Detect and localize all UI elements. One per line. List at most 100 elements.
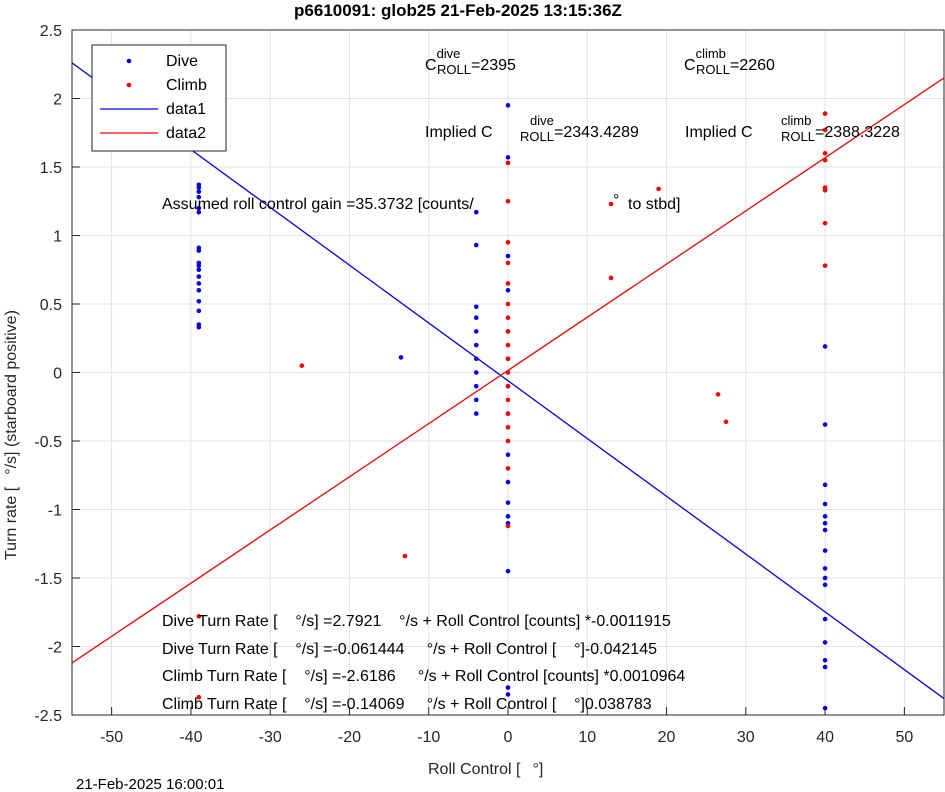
scatter-point	[505, 281, 511, 286]
y-tick-label: -2	[48, 640, 62, 657]
y-tick-label: 0	[53, 366, 62, 383]
scatter-point	[196, 288, 202, 293]
fit-line	[71, 77, 945, 664]
scatter-point	[505, 466, 511, 471]
x-tick-label: 30	[737, 729, 755, 746]
scatter-point	[822, 520, 828, 526]
scatter-point	[505, 500, 511, 505]
plot-area	[71, 62, 945, 711]
scatter-point	[299, 363, 305, 368]
scatter-point	[505, 452, 511, 458]
scatter-point	[505, 523, 511, 529]
scatter-point	[505, 155, 511, 160]
scatter-point	[196, 694, 202, 700]
scatter-point	[505, 160, 511, 166]
scatter-point	[473, 411, 479, 416]
scatter-point	[196, 263, 202, 268]
annotation: Cdive ROLL=2395	[425, 46, 516, 77]
fit-line	[71, 62, 945, 700]
scatter-point	[505, 411, 511, 416]
scatter-point	[505, 103, 511, 108]
x-tick-label: -50	[100, 729, 123, 746]
scatter-point	[196, 209, 202, 215]
scatter-point	[196, 324, 202, 330]
scatter-point	[473, 397, 479, 403]
legend-swatch	[126, 82, 132, 88]
scatter-point	[196, 298, 202, 304]
x-tick-label: 40	[816, 729, 834, 746]
scatter-point	[505, 438, 511, 444]
scatter-point	[505, 253, 511, 259]
scatter-point	[505, 568, 511, 574]
annotation: Implied Cdive ROLL=2343.4289	[425, 113, 639, 144]
scatter-point	[822, 527, 828, 533]
scatter-point	[473, 383, 479, 389]
scatter-point	[608, 275, 614, 281]
scatter-point	[822, 575, 828, 581]
scatter-point	[196, 189, 202, 194]
scatter-point	[822, 664, 828, 670]
scatter-point	[822, 501, 828, 507]
x-tick-label: 50	[895, 729, 913, 746]
x-tick-label: 20	[658, 729, 676, 746]
annotation: °	[613, 192, 619, 209]
annotation: Implied Cclimb ROLL=2388.3228	[685, 113, 900, 144]
scatter-point	[822, 657, 828, 663]
annotation: Assumed roll control gain =35.3732 [coun…	[162, 196, 474, 213]
scatter-point	[473, 329, 479, 334]
scatter-point	[822, 220, 828, 226]
annotation: Cclimb ROLL=2260	[684, 46, 775, 77]
scatter-point	[505, 479, 511, 485]
scatter-point	[822, 514, 828, 519]
scatter-point	[822, 548, 828, 553]
scatter-point	[196, 267, 202, 273]
scatter-point	[196, 248, 202, 253]
y-tick-label: -1	[48, 503, 62, 520]
y-tick-label: 1.5	[40, 160, 62, 177]
y-tick-label: 0.5	[40, 297, 62, 314]
annotations: Cdive ROLL=2395 Cclimb ROLL=2260 Implied C…	[162, 46, 900, 713]
scatter-point	[196, 205, 202, 211]
scatter-point	[822, 111, 828, 116]
x-tick-label: -20	[338, 729, 361, 746]
scatter-point	[822, 482, 828, 488]
scatter-point	[505, 288, 511, 293]
scatter-point	[473, 209, 479, 215]
scatter-point	[822, 640, 828, 645]
scatter-point	[822, 187, 828, 193]
chart-title: p6610091: glob25 21-Feb-2025 13:15:36Z	[294, 1, 622, 20]
scatter-point	[822, 705, 828, 711]
scatter-point	[505, 397, 511, 403]
scatter-point	[505, 685, 511, 690]
scatter-point	[473, 342, 479, 348]
equation: Dive Turn Rate [ °/s] =2.7921 °/s + Roll…	[162, 613, 671, 630]
scatter-point	[196, 194, 202, 200]
y-tick-label: 2.5	[40, 23, 62, 40]
scatter-point	[505, 198, 511, 204]
scatter-point	[473, 370, 479, 375]
scatter-point	[196, 281, 202, 286]
scatter-point	[822, 582, 828, 588]
scatter-point	[505, 342, 511, 348]
scatter-point	[822, 127, 828, 133]
equation: Climb Turn Rate [ °/s] =-0.14069 °/s + R…	[162, 696, 652, 713]
x-tick-label: 0	[504, 729, 513, 746]
scatter-point	[608, 201, 614, 207]
scatter-point	[196, 274, 202, 279]
equation: Dive Turn Rate [ °/s] =-0.061444 °/s + R…	[162, 641, 657, 658]
y-axis-label: Turn rate [°/s] (starboard positive)	[3, 310, 20, 560]
legend-label: Dive	[166, 53, 198, 70]
x-tick-label: -40	[179, 729, 202, 746]
scatter-point	[822, 344, 828, 349]
x-tick-label: -30	[259, 729, 282, 746]
y-tick-label: 1	[53, 229, 62, 246]
scatter-point	[822, 566, 828, 571]
legend: Dive Climb data1 data2	[91, 44, 227, 152]
scatter-point	[196, 308, 202, 314]
scatter-point	[822, 422, 828, 427]
annotation: to stbd]	[628, 196, 680, 213]
scatter-point	[822, 151, 828, 156]
scatter-point	[398, 355, 404, 360]
